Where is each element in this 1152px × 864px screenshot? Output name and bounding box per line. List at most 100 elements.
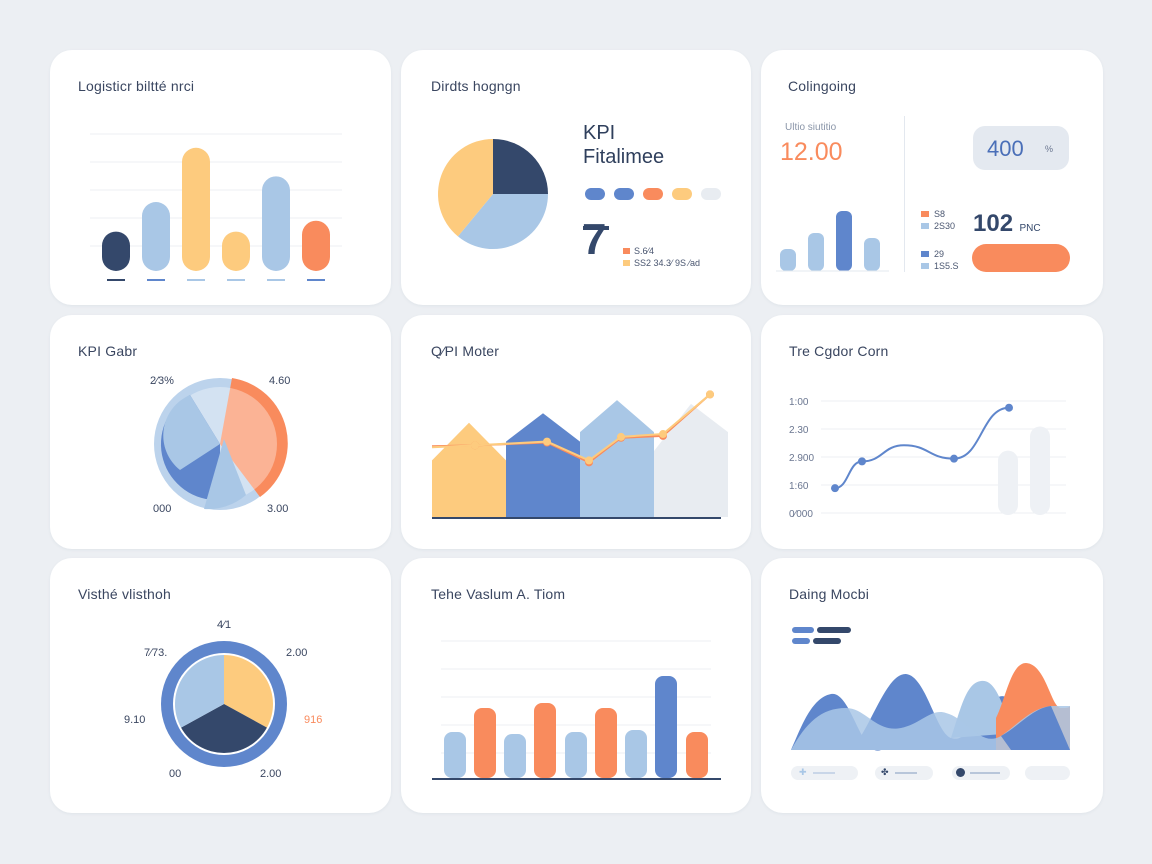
stat-main: 12.00 [780, 138, 843, 166]
series-line [834, 406, 1010, 490]
big-value-unit: PNC [1019, 223, 1041, 234]
bar-8 [686, 732, 708, 778]
plus-icon: ✚ [799, 767, 807, 777]
bar-chart-3 [432, 640, 721, 780]
pie3-slice-1 [181, 704, 267, 753]
stat-badge: 400 % [973, 126, 1069, 170]
legend-swatch [921, 223, 929, 229]
card-title: Dirdts hogngn [431, 78, 521, 94]
series-point-1-2 [543, 437, 551, 446]
bar-1 [142, 202, 170, 271]
area-layer-5 [1001, 706, 1070, 750]
bar-5 [595, 708, 617, 778]
tool-icon: ✤ [881, 767, 889, 777]
bar-2 [504, 734, 526, 778]
card-line: Tre Cgdor Corn 1:00 2.30 2.900 1:60 0⁄000 [761, 315, 1103, 549]
control-chip-1[interactable]: ✚ [791, 766, 858, 780]
bar-2 [836, 211, 852, 271]
series-point-1 [858, 457, 866, 466]
card-title: Colingoing [788, 78, 857, 94]
legend-label: 1S5.S [934, 261, 959, 271]
bar-1 [474, 708, 496, 778]
pie-label: 000 [153, 503, 172, 515]
y-tick-label-2: 2.900 [789, 453, 814, 464]
pie1-slice-2 [438, 139, 493, 237]
area-segment-1 [506, 413, 580, 517]
big-number-bar [583, 226, 609, 230]
series-point-1-6 [706, 390, 714, 399]
kpi-subtitle: Fitalimee [583, 146, 665, 168]
card-pie-kpi: Dirdts hogngn KPI Fitalimee 7 S.6⁄4 SS2 … [401, 50, 751, 305]
stat-badge-unit: % [1045, 144, 1054, 154]
bar-chart-1 [90, 133, 342, 281]
area-chart-1 [431, 390, 728, 519]
legend-item-1: S8 [921, 209, 945, 219]
legend-swatch [623, 248, 630, 254]
pie-chart-1 [438, 139, 721, 250]
pie-label: 4⁄1 [217, 619, 232, 631]
big-value: 102 PNC [973, 210, 1041, 238]
series-point-0 [831, 484, 839, 493]
legend-bar-1 [817, 627, 851, 633]
legend-item-4: 1S5.S [921, 261, 959, 271]
pie2-slice-bottom [204, 439, 246, 510]
pie-label: 2.00 [286, 647, 308, 659]
pie1-slice-0 [493, 139, 548, 194]
area-segment-3 [654, 403, 728, 517]
pie-chart-3 [161, 641, 287, 767]
card-title: Logisticr biltté nrci [78, 78, 195, 94]
big-value-number: 102 [973, 210, 1014, 237]
kpi-big-number: 7 [582, 215, 607, 264]
bar-1 [808, 233, 824, 271]
stat-badge-value: 400 [987, 136, 1024, 161]
bar-3 [222, 231, 250, 271]
series-point-1-4 [617, 432, 625, 441]
card-title: Tre Cgdor Corn [789, 343, 889, 359]
legend-label: 2S30 [934, 221, 956, 231]
card-title: KPI Gabr [78, 343, 138, 359]
slider-track-icon [970, 772, 1000, 774]
card-bar-chart-1: Logisticr biltté nrci [50, 50, 391, 305]
card-title: Daing Mocbi [789, 586, 870, 602]
series-point-4 [1005, 403, 1013, 412]
line-chart: 1:00 2.30 2.900 1:60 0⁄000 [789, 397, 1066, 520]
legend-dot-4 [701, 188, 721, 200]
control-chip-4[interactable] [1025, 766, 1070, 780]
pie-chart-2 [154, 378, 288, 510]
progress-pill [972, 244, 1070, 272]
ghost-bar-1 [1030, 426, 1050, 515]
small-label: Ultio siutitio [785, 122, 837, 133]
card-pie-3: Visthé vlisthoh 4⁄1 7⁄73. 2.00 9.10 916 … [50, 558, 391, 813]
bar-7 [655, 676, 677, 778]
card-area-1: Q⁄PI Moter [401, 315, 751, 549]
bar-0 [780, 249, 796, 271]
y-tick-label-4: 0⁄000 [789, 509, 813, 520]
slider-track-icon [895, 772, 917, 774]
control-chip-3[interactable] [952, 766, 1010, 780]
control-chip-2[interactable]: ✤ [875, 766, 933, 780]
legend-label: 29 [934, 249, 945, 259]
series-point-1-1 [471, 441, 479, 450]
pie-label: 2⁄3% [150, 375, 174, 387]
bar-4 [262, 176, 290, 271]
pie2-slice-light [163, 395, 220, 470]
legend-bar-3 [813, 638, 841, 644]
card-title: Tehe Vaslum A. Tiom [431, 586, 566, 602]
area-chart-2 [791, 627, 1070, 751]
series-point-1-5 [659, 430, 667, 439]
bar-5 [302, 220, 330, 271]
area-segment-0 [432, 422, 506, 517]
legend-label: SS2 34.3⁄ 9S ⁄ad [634, 258, 701, 268]
pie3-slice-2 [175, 655, 224, 728]
area-layer-4 [791, 706, 1070, 750]
bar-2 [182, 147, 210, 271]
legend-dot-3 [672, 188, 692, 200]
legend-dot-0 [585, 188, 605, 200]
card-title: Visthé vlisthoh [78, 586, 172, 602]
legend-item-1: S.6⁄4 [623, 246, 654, 256]
accent-wedge [220, 378, 288, 497]
slider-track-icon [813, 772, 835, 774]
card-stats: Colingoing Ultio siutitio 12.00 400 % S8… [761, 50, 1103, 305]
bar-3 [864, 238, 880, 271]
card-title: Q⁄PI Moter [431, 343, 500, 359]
